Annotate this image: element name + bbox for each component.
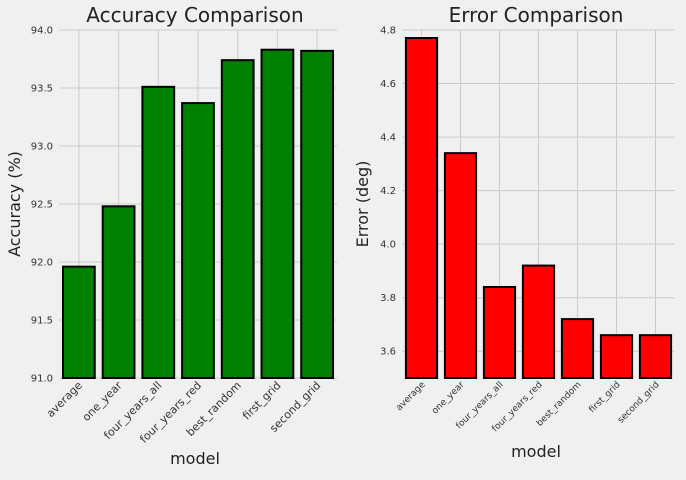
error-chart-title: Error Comparison <box>449 3 624 27</box>
accuracy-y-tick-label: 91.0 <box>31 374 53 385</box>
error-y-tick-label: 3.6 <box>380 347 396 358</box>
accuracy-chart: Accuracy Comparison model Accuracy (%) 9… <box>5 3 337 468</box>
error-y-tick-label: 4.0 <box>380 240 396 251</box>
error-y-tick-label: 4.6 <box>380 79 396 90</box>
accuracy-y-tick-label: 92.0 <box>31 258 53 269</box>
accuracy-bar-one-year <box>101 205 136 379</box>
accuracy-plot-area: 91.091.592.092.593.093.594.0averageone_y… <box>31 26 337 446</box>
error-y-tick-label: 4.4 <box>380 133 396 144</box>
error-y-tick-label: 3.8 <box>380 293 396 304</box>
accuracy-bar-first-grid <box>260 48 295 379</box>
error-y-tick-label: 4.8 <box>380 26 396 37</box>
error-x-tick-label: average <box>394 380 427 413</box>
error-x-tick-label: second_grid <box>616 380 661 425</box>
error-bar-four-years-red <box>521 264 556 380</box>
error-y-tick-label: 4.2 <box>380 186 396 197</box>
error-x-tick-label: first_grid <box>587 380 622 415</box>
error-bar-one-year <box>443 152 478 379</box>
accuracy-y-tick-label: 92.5 <box>31 200 53 211</box>
error-x-tick-label: one_year <box>430 380 467 417</box>
accuracy-y-tick-label: 93.5 <box>31 84 53 95</box>
accuracy-chart-title: Accuracy Comparison <box>86 3 303 27</box>
accuracy-bar-second-grid <box>300 49 335 379</box>
error-bar-best-random <box>560 318 595 380</box>
error-bar-four-years-all <box>482 285 517 379</box>
accuracy-x-tick-label: average <box>44 379 85 420</box>
accuracy-y-tick-label: 94.0 <box>31 26 53 37</box>
error-bar-second-grid <box>638 334 673 379</box>
accuracy-x-axis-label: model <box>170 449 220 468</box>
accuracy-y-tick-label: 93.0 <box>31 142 53 153</box>
accuracy-y-tick-label: 91.5 <box>31 316 53 327</box>
error-bar-first-grid <box>599 334 634 379</box>
error-y-axis-label: Error (deg) <box>353 161 372 248</box>
error-chart: Error Comparison model Error (deg) 3.6 3.… <box>353 3 675 461</box>
accuracy-bar-average <box>61 265 96 380</box>
accuracy-bar-four-years-red <box>181 102 215 380</box>
accuracy-bar-best-random <box>220 59 255 379</box>
accuracy-bar-four-years-all <box>141 85 176 379</box>
error-bar-average <box>404 37 439 380</box>
accuracy-y-axis-label: Accuracy (%) <box>5 151 24 257</box>
error-x-axis-label: model <box>511 442 561 461</box>
